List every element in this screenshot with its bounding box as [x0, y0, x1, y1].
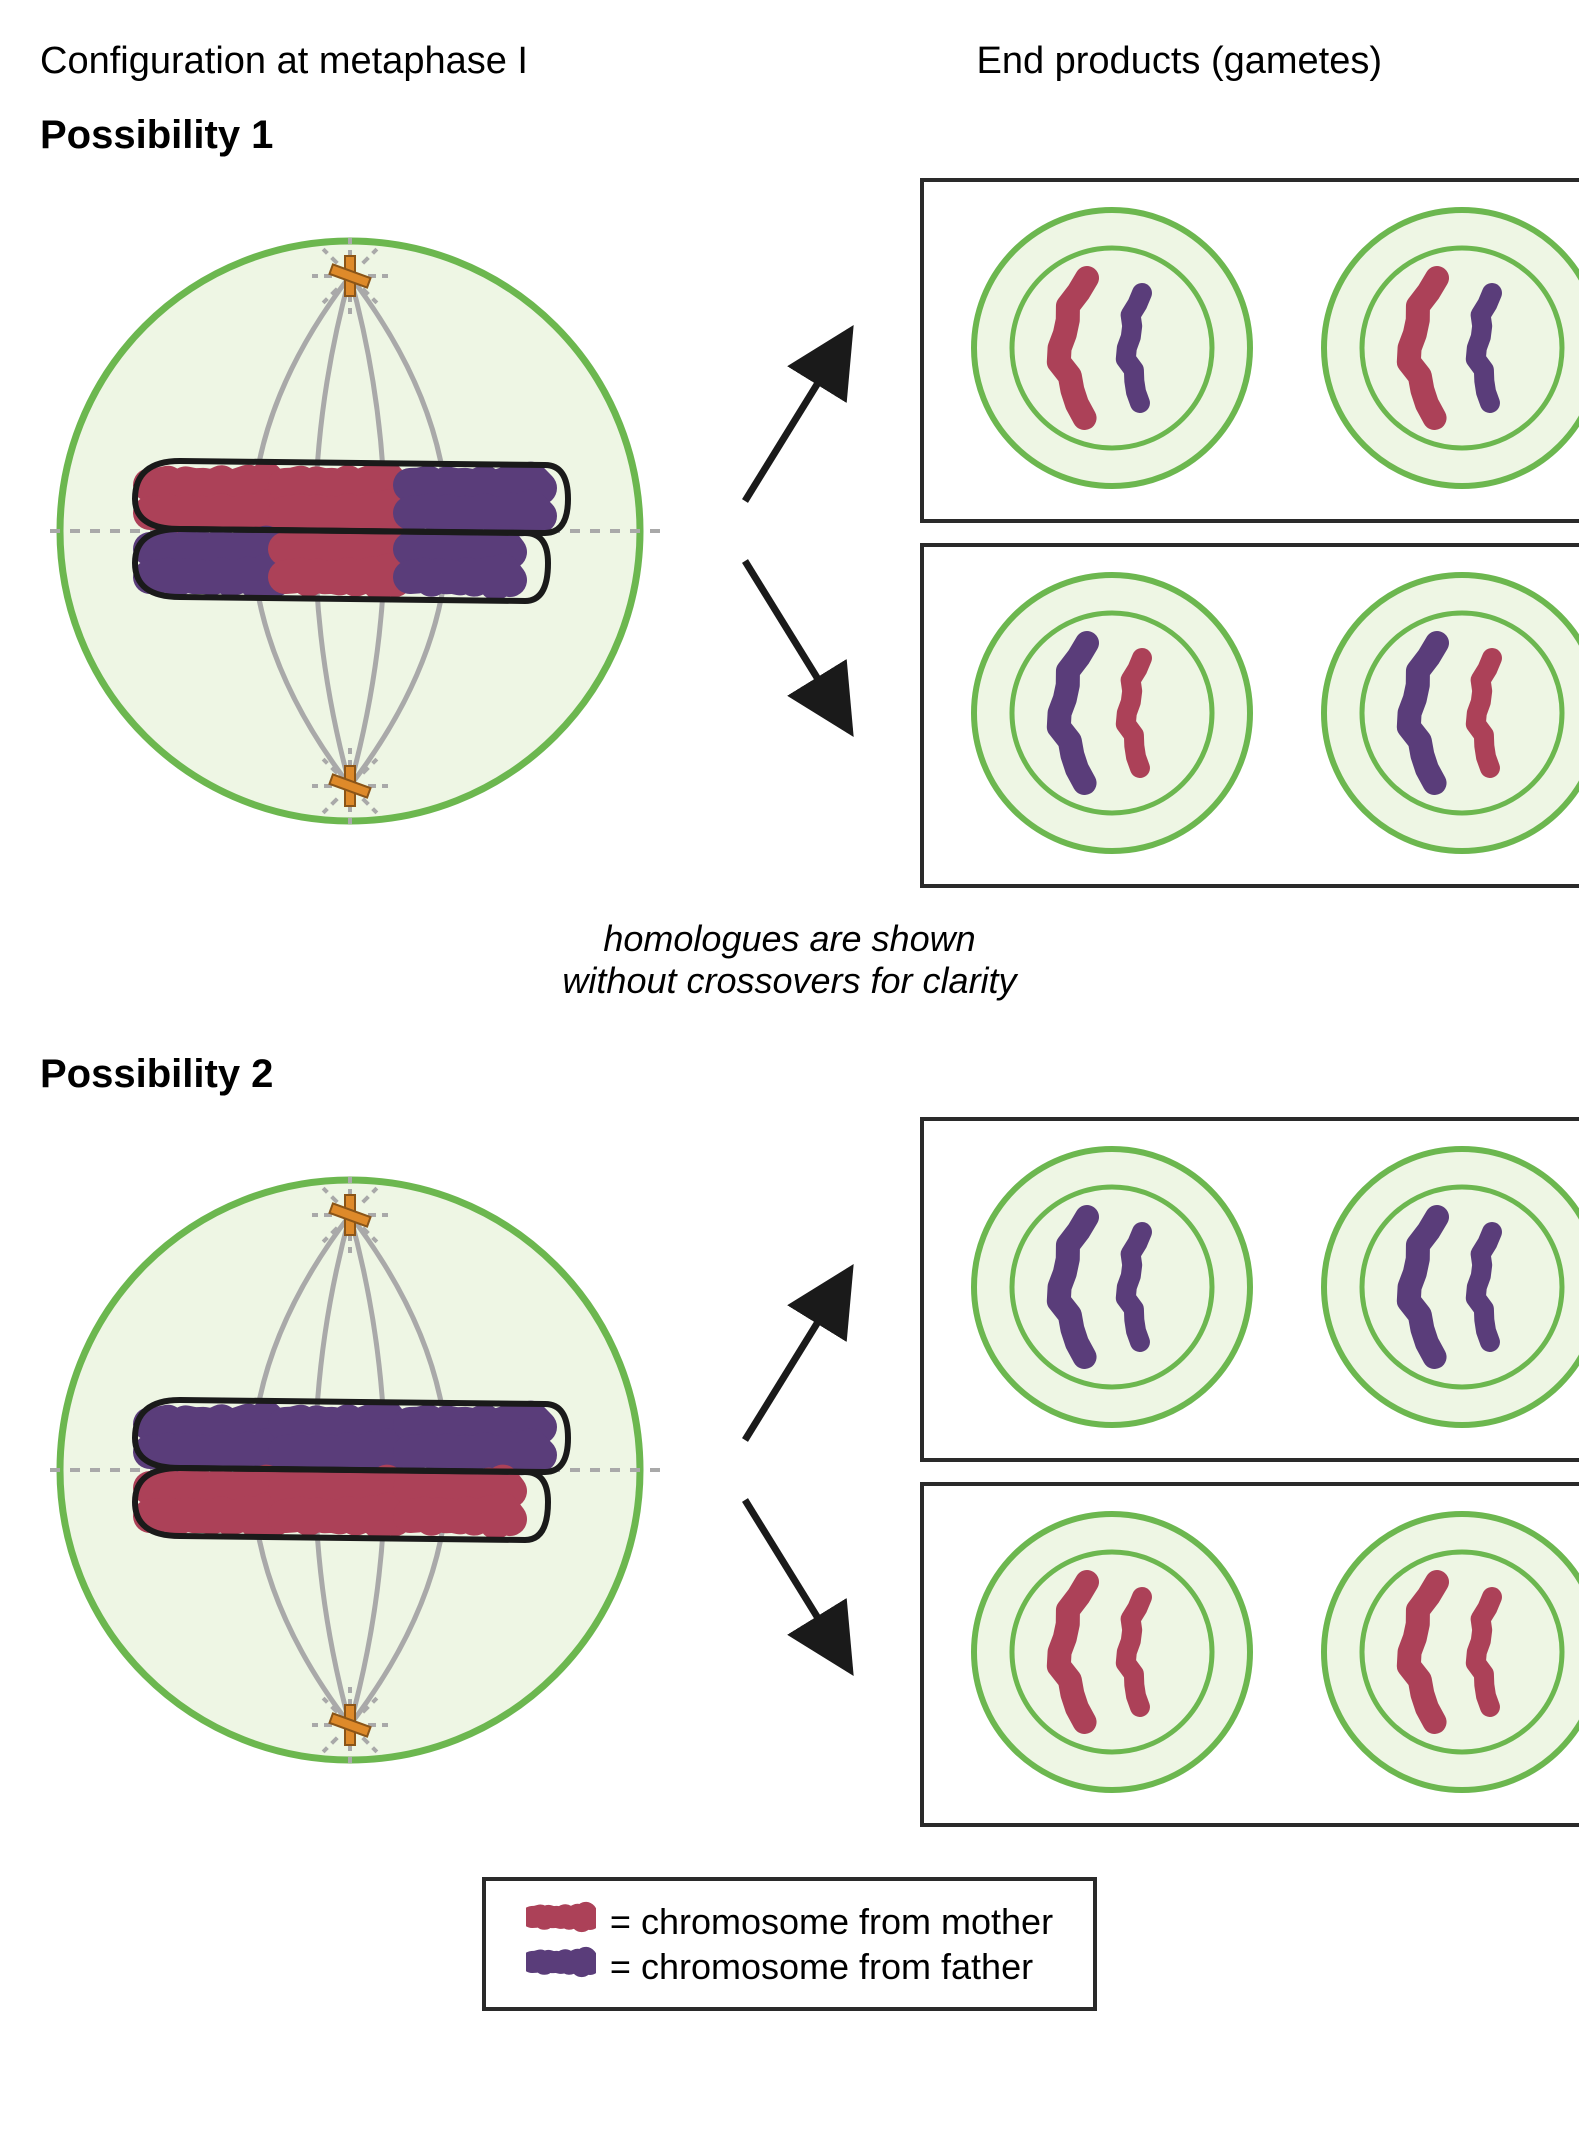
possibility-1-gametes [920, 178, 1579, 888]
header-left: Configuration at metaphase I [40, 40, 760, 83]
gamete-cell [1302, 1502, 1579, 1807]
arrows-1 [740, 251, 860, 816]
note: homologues are shown without crossovers … [40, 918, 1539, 1002]
gamete-cell [1302, 1137, 1579, 1442]
gamete-cell [1302, 198, 1579, 503]
possibility-1-label: Possibility 1 [40, 113, 1539, 158]
gamete-box-p2-bottom [920, 1482, 1579, 1827]
gamete-box-p1-bottom [920, 543, 1579, 888]
arrows-2 [740, 1190, 860, 1755]
gamete-cell [1302, 563, 1579, 868]
chromosome-icon-mother [526, 1899, 596, 1944]
legend: = chromosome from mother = chromosome fr… [482, 1877, 1097, 2011]
legend-father-text: = chromosome from father [610, 1946, 1033, 1988]
possibility-1-row [40, 178, 1539, 888]
legend-row-father: = chromosome from father [526, 1944, 1053, 1989]
legend-row-mother: = chromosome from mother [526, 1899, 1053, 1944]
note-line-1: homologues are shown [603, 918, 975, 959]
header-right: End products (gametes) [819, 40, 1539, 83]
possibility-2-row [40, 1117, 1539, 1827]
possibility-2-label: Possibility 2 [40, 1052, 1539, 1097]
gamete-box-p1-top [920, 178, 1579, 523]
possibility-1-metaphase [40, 221, 680, 846]
gamete-cell [952, 563, 1272, 868]
possibility-2-gametes [920, 1117, 1579, 1827]
possibility-2-metaphase [40, 1160, 680, 1785]
gamete-cell [952, 198, 1272, 503]
note-line-2: without crossovers for clarity [562, 960, 1016, 1001]
gamete-box-p2-top [920, 1117, 1579, 1462]
legend-mother-text: = chromosome from mother [610, 1901, 1053, 1943]
chromosome-icon-father [526, 1944, 596, 1989]
gamete-cell [952, 1137, 1272, 1442]
header-row: Configuration at metaphase I End product… [40, 40, 1539, 83]
gamete-cell [952, 1502, 1272, 1807]
